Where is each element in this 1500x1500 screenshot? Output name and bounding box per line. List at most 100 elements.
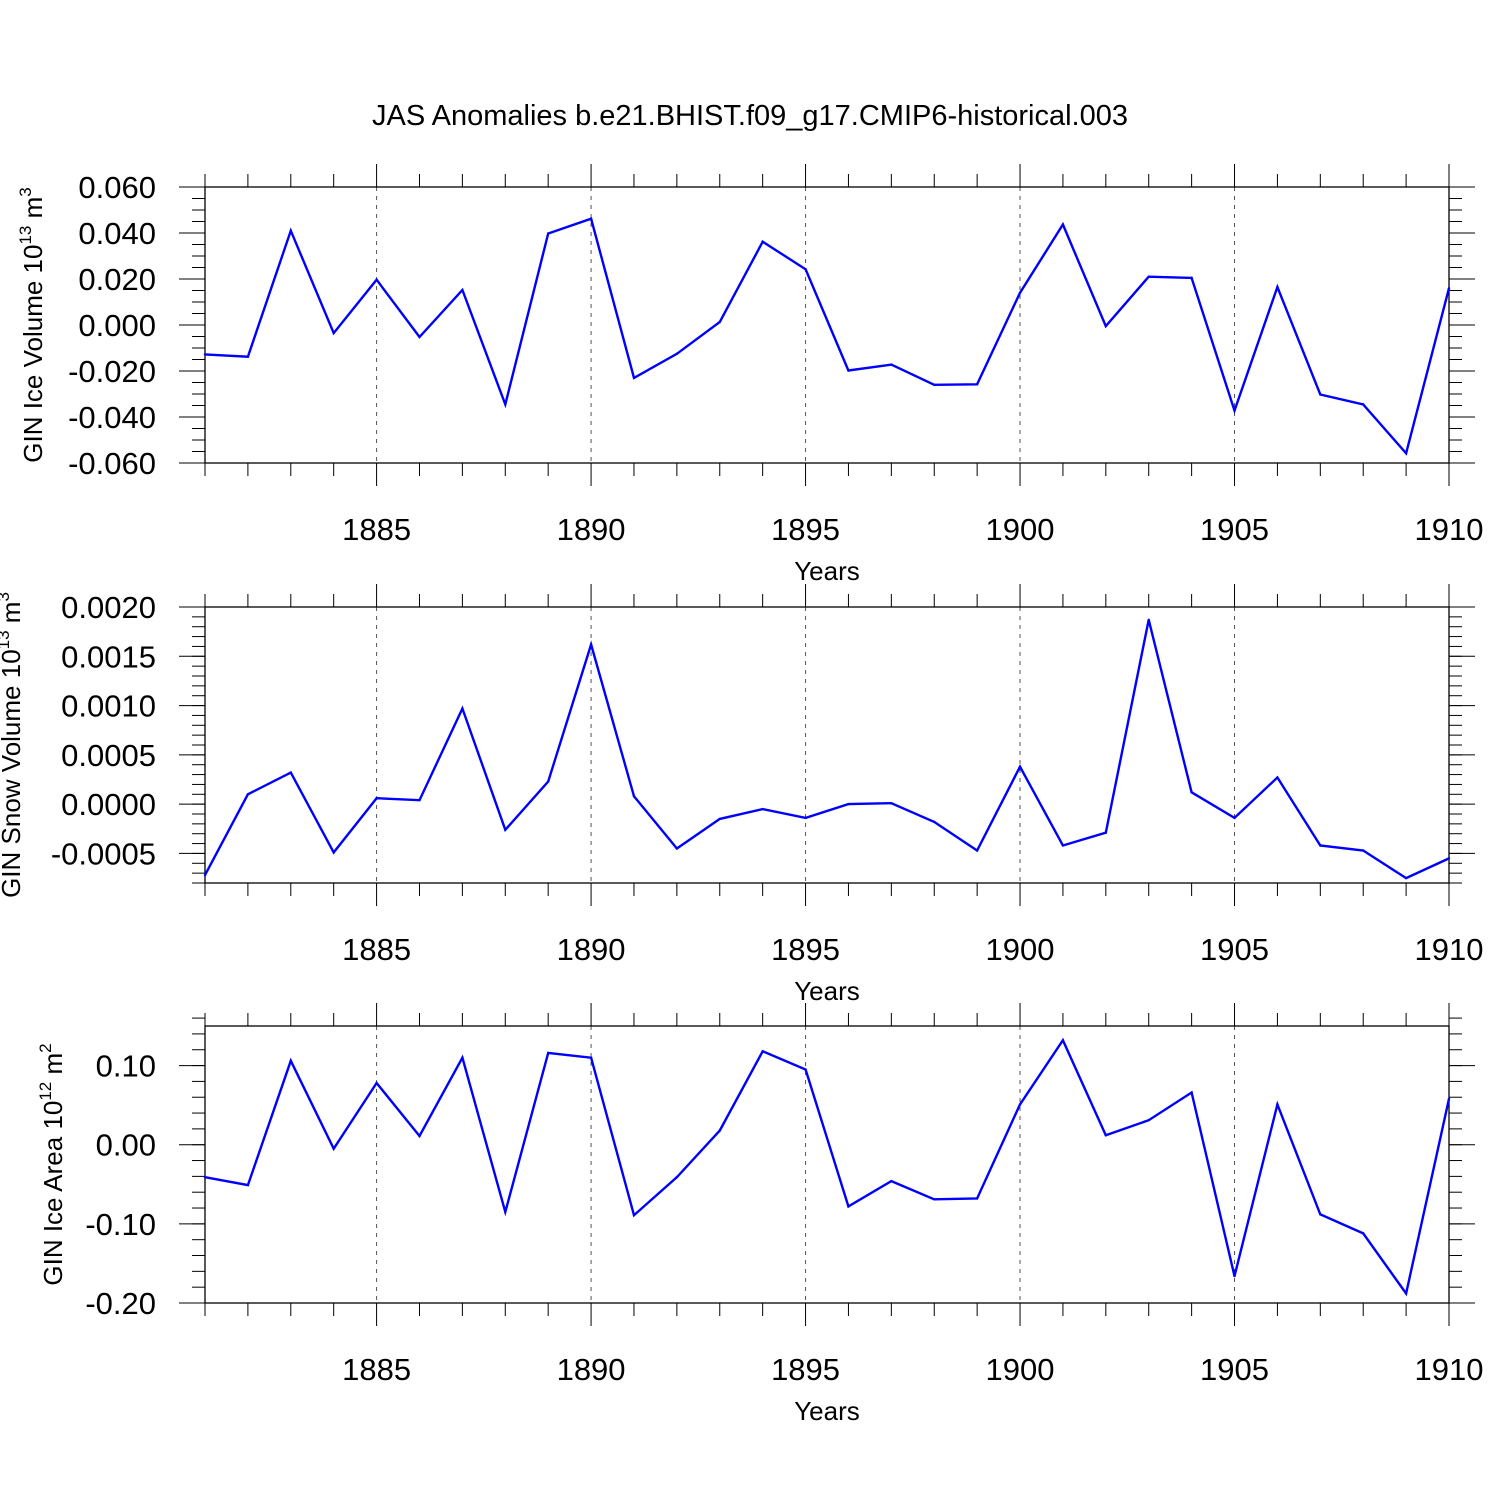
- data-point: [589, 643, 593, 646]
- x-tick-label: 1890: [557, 932, 626, 967]
- y-tick-label: -0.020: [68, 354, 156, 389]
- data-point: [1147, 275, 1150, 278]
- y-axis-label-superscript: 12: [36, 1082, 55, 1101]
- data-point: [332, 1147, 335, 1150]
- y-tick-label: 0.0020: [61, 590, 156, 625]
- plot-frame: [204, 186, 1450, 464]
- data-point: [761, 1050, 764, 1053]
- data-point: [1447, 1097, 1451, 1101]
- data-point: [632, 795, 636, 798]
- data-point: [1362, 849, 1365, 852]
- y-axis-label-part: m: [18, 197, 48, 226]
- panel-1: -0.060 -0.040 -0.020 0.000 0.020 0.040 0.060 18…: [16, 164, 1483, 586]
- data-point: [461, 707, 464, 710]
- data-point: [975, 383, 979, 386]
- y-axis-label-part: GIN Ice Volume 10: [18, 245, 48, 463]
- data-point: [418, 1134, 421, 1138]
- data-point: [461, 1056, 464, 1059]
- data-point: [718, 817, 721, 821]
- y-axis-label-part: GIN Snow Volume 10: [0, 649, 26, 898]
- plot-frame: [204, 606, 1450, 884]
- x-tick-label: 1910: [1415, 932, 1484, 967]
- data-point: [1233, 409, 1236, 412]
- data-point: [632, 376, 636, 380]
- y-axis-label-superscript: 13: [16, 226, 35, 245]
- data-point: [418, 335, 421, 339]
- data-point: [761, 240, 764, 243]
- data-point: [203, 353, 207, 356]
- data-point: [1190, 276, 1193, 280]
- y-axis-label: GIN Snow Volume 1013 m3: [0, 592, 26, 898]
- y-tick-label: 0.060: [78, 170, 156, 205]
- y-axis-label-superscript: 13: [0, 630, 13, 649]
- data-point: [289, 1059, 292, 1063]
- x-tick-label: 1910: [1415, 512, 1484, 547]
- y-tick-label: -0.0005: [51, 836, 156, 871]
- data-point: [847, 802, 850, 806]
- data-point: [504, 403, 507, 406]
- data-point: [1404, 876, 1408, 880]
- x-tick-label: 1905: [1200, 1352, 1269, 1387]
- x-axis-label: Years: [794, 556, 860, 586]
- data-point: [1018, 1103, 1022, 1106]
- y-axis-label-part: m: [0, 602, 26, 631]
- data-point: [847, 1205, 850, 1208]
- data-point: [675, 847, 679, 850]
- data-point: [1104, 324, 1108, 328]
- plot-frame: [204, 1025, 1450, 1304]
- data-point: [1276, 1103, 1279, 1106]
- x-tick-label: 1895: [771, 512, 840, 547]
- y-axis-label-part: m: [38, 1053, 68, 1082]
- data-point: [975, 849, 979, 852]
- data-point: [504, 1210, 507, 1214]
- y-tick-label: 0.000: [78, 308, 156, 343]
- data-point: [933, 820, 936, 824]
- data-point: [246, 1183, 250, 1187]
- data-point: [1319, 393, 1322, 396]
- series-line: [203, 619, 1450, 880]
- x-tick-label: 1895: [771, 932, 840, 967]
- figure-title: JAS Anomalies b.e21.BHIST.f09_g17.CMIP6-…: [372, 100, 1128, 132]
- data-point: [1319, 1213, 1322, 1216]
- data-point: [1447, 287, 1451, 290]
- data-point: [461, 288, 464, 292]
- data-point: [761, 807, 764, 811]
- data-point: [589, 217, 593, 220]
- series-line: [204, 217, 1451, 456]
- data-point: [289, 771, 292, 774]
- data-point: [504, 828, 507, 831]
- data-point: [1276, 285, 1279, 289]
- y-tick-label: 0.0005: [61, 738, 156, 773]
- data-point: [675, 1175, 679, 1179]
- data-point: [1447, 857, 1451, 860]
- data-point: [1147, 1118, 1150, 1122]
- data-point: [1404, 1292, 1408, 1295]
- data-point: [1362, 403, 1365, 406]
- data-point: [718, 320, 721, 324]
- data-point: [1190, 791, 1193, 794]
- y-tick-label: 0.0015: [61, 639, 156, 674]
- data-point: [804, 816, 807, 820]
- x-tick-label: 1910: [1415, 1352, 1484, 1387]
- y-tick-label: -0.040: [68, 400, 156, 435]
- data-point: [933, 1198, 936, 1201]
- data-point: [546, 232, 550, 235]
- data-point: [890, 801, 893, 805]
- data-point: [890, 1179, 893, 1183]
- data-point: [1276, 776, 1279, 779]
- data-point: [418, 799, 421, 802]
- data-point: [1061, 1039, 1065, 1042]
- data-point: [933, 383, 936, 386]
- data-point: [1319, 844, 1322, 847]
- data-point: [332, 851, 335, 854]
- data-point: [1404, 452, 1408, 455]
- data-point: [1018, 291, 1022, 294]
- y-tick-label: 0.0000: [61, 787, 156, 822]
- x-tick-label: 1885: [342, 1352, 411, 1387]
- x-axis-label: Years: [794, 976, 860, 1006]
- data-point: [1061, 844, 1065, 847]
- data-point: [332, 331, 335, 335]
- x-tick-label: 1890: [557, 512, 626, 547]
- y-axis-label-superscript: 3: [0, 592, 13, 601]
